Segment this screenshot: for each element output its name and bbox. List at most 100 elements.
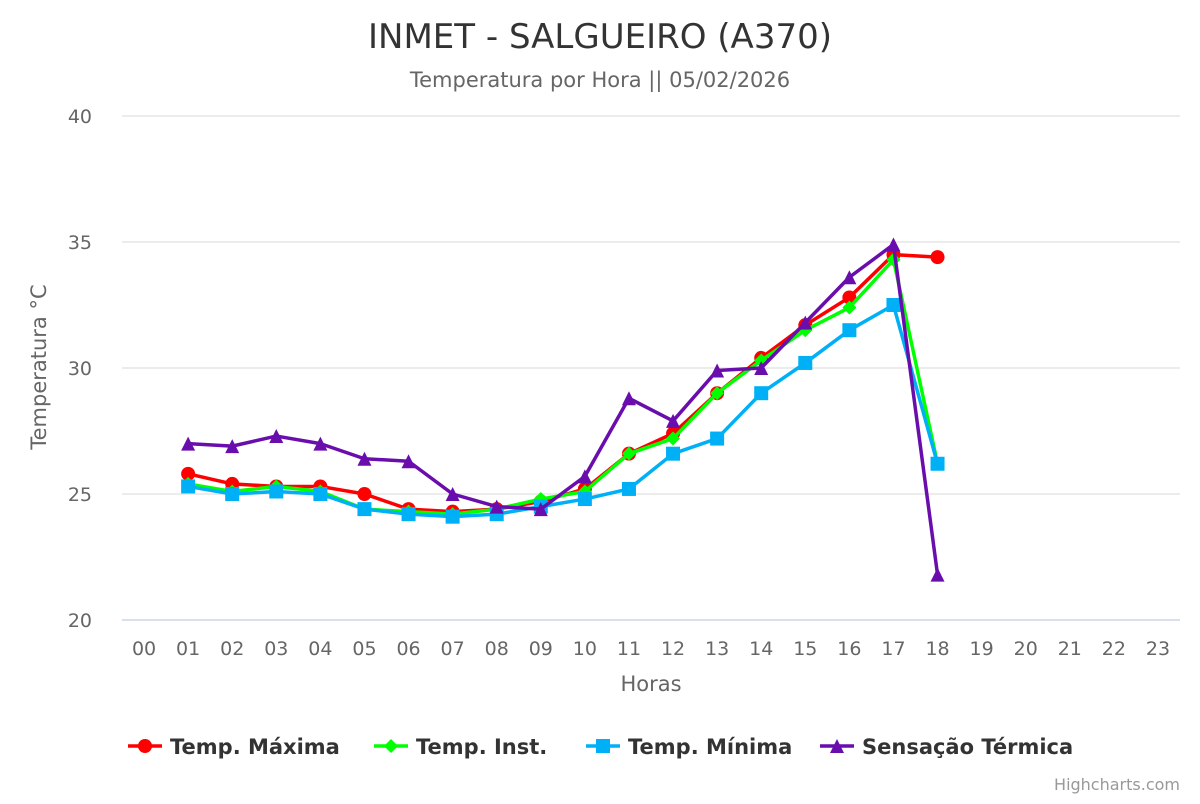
x-tick-label-18: 18 [925, 638, 949, 660]
x-tick-label-11: 11 [617, 638, 641, 660]
point-temp-minima-03[interactable] [269, 484, 284, 499]
legend-item-temp-maxima[interactable]: Temp. Máxima [128, 735, 340, 759]
point-sensacao-termica-13[interactable] [710, 363, 725, 378]
point-sensacao-termica-18[interactable] [930, 567, 945, 582]
x-tick-label-20: 20 [1014, 638, 1038, 660]
point-sensacao-termica-02[interactable] [225, 439, 240, 454]
point-temp-minima-06[interactable] [401, 507, 416, 522]
series-temp-inst [181, 252, 945, 522]
point-temp-minima-01[interactable] [181, 479, 196, 494]
x-tick-label-08: 08 [485, 638, 509, 660]
point-sensacao-termica-16[interactable] [842, 270, 857, 285]
series-temp-minima [181, 298, 945, 524]
point-sensacao-termica-01[interactable] [181, 436, 196, 451]
point-sensacao-termica-12[interactable] [666, 413, 681, 428]
point-temp-maxima-18[interactable] [930, 250, 945, 265]
point-temp-minima-15[interactable] [798, 355, 813, 370]
x-tick-label-05: 05 [352, 638, 376, 660]
point-sensacao-termica-07[interactable] [445, 487, 460, 501]
point-sensacao-termica-09[interactable] [533, 502, 548, 517]
series-temp-maxima [181, 247, 945, 519]
chart-subtitle: Temperatura por Hora || 05/02/2026 [409, 68, 790, 93]
point-temp-minima-16[interactable] [842, 323, 857, 338]
x-tick-label-07: 07 [441, 638, 465, 660]
legend-marker-sensacao-termica[interactable] [830, 739, 844, 753]
point-sensacao-termica-17[interactable] [886, 237, 901, 252]
x-tick-label-14: 14 [749, 638, 773, 660]
point-sensacao-termica-11[interactable] [621, 391, 636, 406]
legend-marker-temp-inst[interactable] [384, 739, 398, 753]
y-tick-label-40: 40 [68, 106, 92, 128]
point-temp-inst-12[interactable] [666, 431, 681, 446]
point-temp-minima-14[interactable] [754, 386, 769, 401]
point-temp-minima-12[interactable] [666, 446, 681, 461]
point-temp-minima-18[interactable] [930, 456, 945, 471]
point-temp-inst-13[interactable] [710, 386, 725, 401]
series-line-temp-minima [186, 303, 940, 519]
legend-marker-temp-minima[interactable] [596, 739, 610, 753]
point-sensacao-termica-06[interactable] [401, 454, 416, 469]
y-tick-label-30: 30 [68, 358, 92, 380]
x-tick-label-09: 09 [529, 638, 553, 660]
point-temp-minima-02[interactable] [225, 487, 240, 501]
point-sensacao-termica-05[interactable] [357, 451, 372, 466]
point-temp-minima-11[interactable] [621, 481, 636, 496]
legend-label-temp-inst: Temp. Inst. [416, 735, 547, 759]
x-tick-label-01: 01 [176, 638, 200, 660]
series-line-sensacao-termica [186, 242, 940, 577]
point-temp-minima-04[interactable] [313, 487, 328, 501]
point-temp-minima-05[interactable] [357, 502, 372, 517]
x-tick-label-21: 21 [1058, 638, 1082, 660]
point-sensacao-termica-15[interactable] [798, 315, 813, 330]
point-temp-maxima-16[interactable] [842, 290, 857, 305]
x-tick-label-02: 02 [220, 638, 244, 660]
y-tick-label-35: 35 [68, 232, 92, 254]
x-tick-label-13: 13 [705, 638, 729, 660]
grid-layer [122, 115, 1180, 495]
legend: Temp. Máxima Temp. Inst. Temp. Mínima Sensa… [128, 735, 1073, 759]
point-sensacao-termica-04[interactable] [313, 436, 328, 451]
series-line-temp-maxima [186, 252, 940, 514]
credits-link[interactable]: Highcharts.com [1054, 775, 1180, 794]
point-temp-minima-07[interactable] [445, 509, 460, 524]
x-axis-title: Horas [620, 672, 681, 696]
point-temp-minima-13[interactable] [710, 431, 725, 446]
legend-marker-temp-maxima[interactable] [138, 739, 152, 753]
series-layer [181, 237, 945, 582]
point-sensacao-termica-10[interactable] [577, 469, 592, 484]
x-tick-label-19: 19 [970, 638, 994, 660]
point-temp-minima-10[interactable] [577, 492, 592, 507]
point-sensacao-termica-14[interactable] [754, 361, 769, 375]
legend-item-temp-minima[interactable]: Temp. Mínima [586, 735, 792, 759]
x-tick-label-15: 15 [793, 638, 817, 660]
legend-label-temp-minima: Temp. Mínima [628, 735, 792, 759]
x-tick-label-04: 04 [308, 638, 332, 660]
point-temp-inst-16[interactable] [842, 300, 857, 315]
x-tick-label-10: 10 [573, 638, 597, 660]
x-tick-label-22: 22 [1102, 638, 1126, 660]
point-temp-inst-11[interactable] [621, 446, 636, 461]
x-tick-label-00: 00 [132, 638, 156, 660]
point-temp-maxima-05[interactable] [357, 487, 372, 501]
point-sensacao-termica-03[interactable] [269, 429, 284, 444]
legend-item-temp-inst[interactable]: Temp. Inst. [374, 735, 547, 759]
y-tick-label-25: 25 [68, 484, 92, 506]
legend-item-sensacao-termica[interactable]: Sensação Térmica [820, 735, 1073, 759]
point-sensacao-termica-08[interactable] [489, 499, 504, 514]
point-temp-maxima-01[interactable] [181, 466, 196, 481]
point-temp-minima-17[interactable] [886, 298, 901, 312]
chart-title: INMET - SALGUEIRO (A370) [368, 17, 832, 57]
x-tick-label-03: 03 [264, 638, 288, 660]
series-line-temp-inst [186, 257, 940, 516]
y-tick-label-20: 20 [68, 610, 92, 632]
x-tick-label-23: 23 [1146, 638, 1170, 660]
x-tick-label-17: 17 [881, 638, 905, 660]
x-tick-label-16: 16 [837, 638, 861, 660]
x-tick-label-12: 12 [661, 638, 685, 660]
series-sensacao-termica [181, 237, 945, 582]
axis-layer: 20 25 30 35 40 00 01 02 03 04 05 06 07 08 09 10 11 12 13 14… [68, 106, 1180, 660]
legend-label-temp-maxima: Temp. Máxima [170, 735, 340, 759]
y-axis-title: Temperatura °C [27, 284, 51, 450]
